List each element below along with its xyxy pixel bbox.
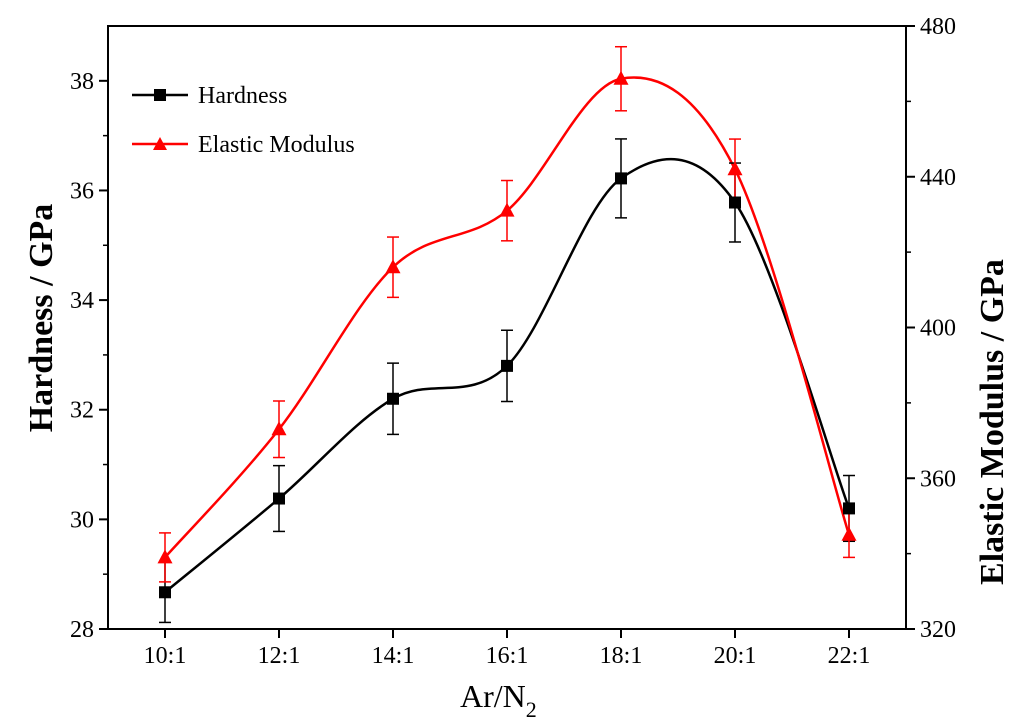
data-point-hardness <box>273 492 285 505</box>
x-tick-label: 10:1 <box>144 643 187 669</box>
y-right-tick-label: 400 <box>920 316 956 342</box>
y-left-tick-label: 32 <box>70 398 94 424</box>
y-axis-left-title: Hardness / GPa <box>23 204 60 433</box>
legend-item-elastic-modulus: Elastic Modulus <box>132 132 355 158</box>
y-left-tick-label: 38 <box>70 69 94 95</box>
data-markers <box>157 70 857 599</box>
data-point-elastic-modulus <box>499 202 515 217</box>
x-tick-label: 12:1 <box>258 643 301 669</box>
data-point-elastic-modulus <box>271 421 287 436</box>
legend-label-hardness: Hardness <box>198 83 287 109</box>
data-point-hardness <box>843 502 855 515</box>
data-point-hardness <box>501 359 513 372</box>
y-right-tick-label: 360 <box>920 466 956 492</box>
data-point-elastic-modulus <box>157 549 173 564</box>
y-axis-right-title: Elastic Modulus / GPa <box>974 259 1011 585</box>
legend-item-hardness: Hardness <box>132 83 287 109</box>
x-tick-label: 16:1 <box>486 643 529 669</box>
y-left-tick-label: 30 <box>70 507 94 533</box>
y-right-tick-label: 480 <box>920 14 956 40</box>
axis-ticks: 10:1 12:1 14:1 16:1 18:1 20:1 22:1 28 30 32 34 36 38… <box>70 14 956 669</box>
x-axis-title-main: Ar/N <box>460 678 526 714</box>
y-left-tick-label: 28 <box>70 617 94 643</box>
data-point-elastic-modulus <box>613 70 629 85</box>
x-tick-label: 14:1 <box>372 643 415 669</box>
y-right-tick-label: 440 <box>920 165 956 191</box>
x-axis-title: Ar/N2 <box>460 678 537 722</box>
x-axis-title-subscript: 2 <box>526 697 537 722</box>
plot-frame <box>107 25 907 630</box>
data-point-elastic-modulus <box>841 526 857 541</box>
x-tick-label: 22:1 <box>828 643 871 669</box>
legend-label-elastic-modulus: Elastic Modulus <box>198 132 355 158</box>
data-point-hardness <box>387 392 399 405</box>
y-left-tick-label: 34 <box>70 288 94 314</box>
x-tick-label: 20:1 <box>714 643 757 669</box>
data-point-elastic-modulus <box>727 161 743 176</box>
x-tick-label: 18:1 <box>600 643 643 669</box>
y-left-tick-label: 36 <box>70 178 94 204</box>
data-point-hardness <box>615 172 627 185</box>
data-point-hardness <box>729 196 741 209</box>
data-point-elastic-modulus <box>385 259 401 274</box>
legend: Hardness Elastic Modulus <box>132 83 355 158</box>
data-point-hardness <box>159 586 171 599</box>
y-right-tick-label: 320 <box>920 617 956 643</box>
